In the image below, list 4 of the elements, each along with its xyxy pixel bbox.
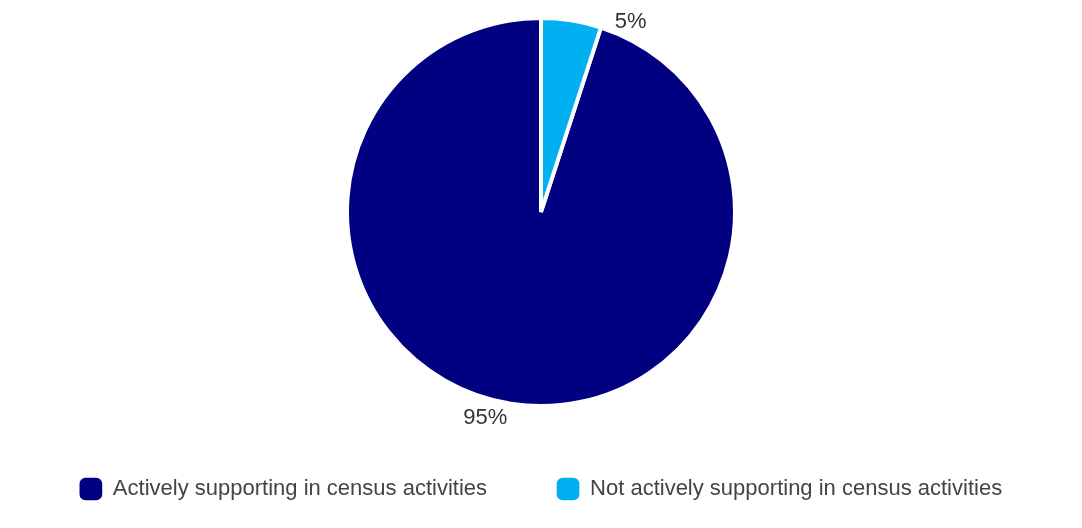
legend-label: Actively supporting in census activities (112, 475, 488, 501)
data-label: 95% (463, 404, 508, 430)
data-label: 5% (614, 8, 647, 34)
legend-label: Not actively supporting in census activities (590, 475, 1003, 501)
